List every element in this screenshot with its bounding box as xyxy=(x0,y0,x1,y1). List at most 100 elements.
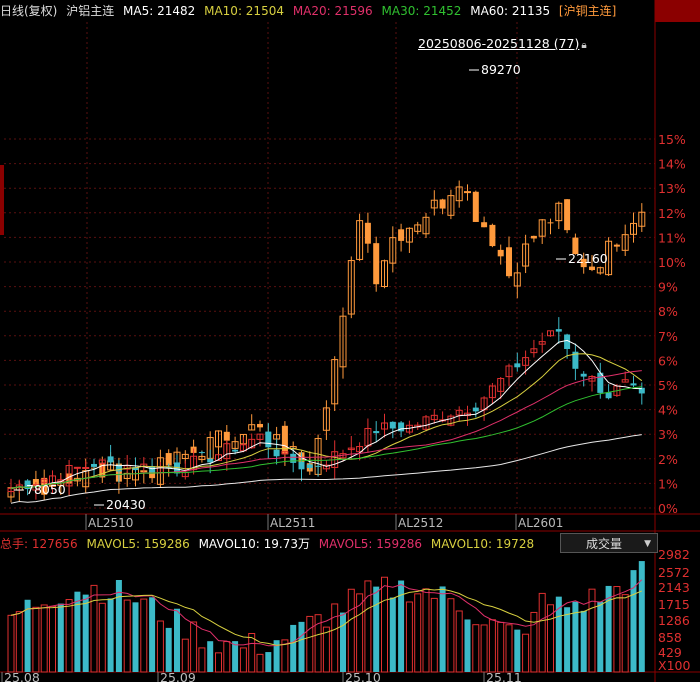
volume-bar xyxy=(447,598,455,673)
indicator-select[interactable]: 成交量 ▼ xyxy=(560,533,658,553)
compare-candle-body xyxy=(464,191,471,194)
vol-date-label: 25.11 xyxy=(486,670,522,682)
volume-bar xyxy=(455,610,463,673)
pct-tick-label: 6% xyxy=(658,353,678,368)
volume-bar xyxy=(265,652,272,672)
main-candle-body xyxy=(165,466,172,469)
vol-tick-label: 2982 xyxy=(658,547,690,562)
volume-bar xyxy=(115,579,122,672)
main-candle-body xyxy=(455,409,463,416)
main-candle-body xyxy=(198,452,205,454)
main-candle-body xyxy=(306,464,313,468)
volume-bar xyxy=(580,610,587,672)
ma30-line xyxy=(10,386,642,489)
volume-bar xyxy=(381,576,388,673)
volume-bar xyxy=(49,605,56,673)
pct-tick-label: 3% xyxy=(658,427,678,442)
volume-bar xyxy=(572,601,579,672)
volume-bar xyxy=(605,585,612,672)
pct-tick-label: 7% xyxy=(658,329,678,344)
compare-candle-body xyxy=(555,202,563,222)
main-candle-body xyxy=(82,466,90,469)
volume-bar xyxy=(522,633,530,673)
vol-date-label: 25.08 xyxy=(4,670,40,682)
compare-candle-body xyxy=(547,222,554,224)
compare-candle-body xyxy=(613,244,620,247)
pct-tick-label: 12% xyxy=(658,206,686,221)
pct-tick-label: 11% xyxy=(658,230,686,245)
main-candle-body xyxy=(73,466,81,469)
volume-bar xyxy=(488,619,496,673)
chevron-down-icon[interactable]: ▼ xyxy=(644,539,651,549)
corner-marker xyxy=(655,0,700,22)
compare-candle-body xyxy=(580,258,587,268)
mavol10-value: MAVOL10: 19.73万 xyxy=(198,537,310,551)
compare-candle-body xyxy=(572,237,579,254)
main-candle-body xyxy=(315,465,322,467)
volume-bar xyxy=(190,621,198,673)
ma10-value: MA10: 21504 xyxy=(204,4,284,18)
compare-symbol[interactable]: [沪铜主连] xyxy=(558,4,617,18)
lock-icon[interactable]: 🔒︎ xyxy=(581,40,587,51)
volume-bar xyxy=(621,594,629,673)
main-candle-body xyxy=(322,464,330,470)
symbol-label[interactable]: 沪铝主连 xyxy=(66,4,115,18)
volume-bar xyxy=(347,588,355,673)
compare-candle-body xyxy=(422,216,430,235)
main-candle-body xyxy=(232,449,239,452)
vol-tick-label: X100 xyxy=(658,658,690,673)
main-candle-body xyxy=(347,447,355,451)
volume-bar xyxy=(414,593,422,673)
vol-date-label: 25.10 xyxy=(345,670,381,682)
pct-tick-label: 4% xyxy=(658,403,678,418)
main-candle-body xyxy=(132,467,139,471)
volume-bar xyxy=(638,561,645,672)
mavol10-line xyxy=(10,588,642,646)
volume-bar xyxy=(530,611,538,673)
volume-bar xyxy=(538,592,546,673)
moving-average-lines xyxy=(10,339,643,504)
contract-label: AL2510 xyxy=(88,516,133,530)
compare-candle-body xyxy=(248,424,256,431)
main-candle-body xyxy=(447,415,455,426)
volume-bar xyxy=(140,598,148,673)
overlay-high-label: 89270 xyxy=(481,62,521,77)
volume-bar xyxy=(588,588,596,673)
volume-bar xyxy=(123,599,131,673)
volume-bar xyxy=(356,593,364,673)
compare-candle-body xyxy=(621,234,629,251)
compare-candle-body xyxy=(347,260,355,315)
overlay-low-label: 78050 xyxy=(26,482,66,497)
volume-bar xyxy=(472,624,480,673)
volume-bar xyxy=(597,601,604,672)
volume-bar xyxy=(547,604,554,673)
volume-bar xyxy=(273,640,280,672)
main-candle-body xyxy=(273,449,280,457)
volume-bar xyxy=(174,608,180,672)
mavol5b-value: MAVOL5: 159286 xyxy=(318,537,423,551)
compare-candle-body xyxy=(398,229,405,241)
ma10-line xyxy=(10,353,643,489)
period-label[interactable]: 日线(复权) xyxy=(0,4,58,18)
compare-candle-body xyxy=(513,272,521,287)
main-candle-body xyxy=(530,348,538,354)
pct-tick-label: 2% xyxy=(658,452,678,467)
date-range-label[interactable]: 20250806-20251128 (77) 🔒︎ xyxy=(418,36,587,51)
pct-tick-label: 14% xyxy=(658,157,686,172)
mavol10b-value: MAVOL10: 19728 xyxy=(430,537,535,551)
volume-bar xyxy=(555,596,562,672)
volume-bar xyxy=(32,606,40,673)
main-candle-body xyxy=(356,446,364,453)
volume-bar xyxy=(207,641,214,672)
vol-tick-label: 858 xyxy=(658,630,682,645)
volume-bar xyxy=(149,597,156,672)
volume-bar xyxy=(132,602,139,672)
compare-candle-body xyxy=(257,423,263,428)
main-candle-body xyxy=(547,330,554,337)
compare-candle-body xyxy=(630,222,637,235)
compare-candle-body xyxy=(447,195,455,216)
main-candle-body xyxy=(472,407,479,412)
pct-tick-label: 8% xyxy=(658,304,678,319)
main-candle-body xyxy=(630,383,637,386)
